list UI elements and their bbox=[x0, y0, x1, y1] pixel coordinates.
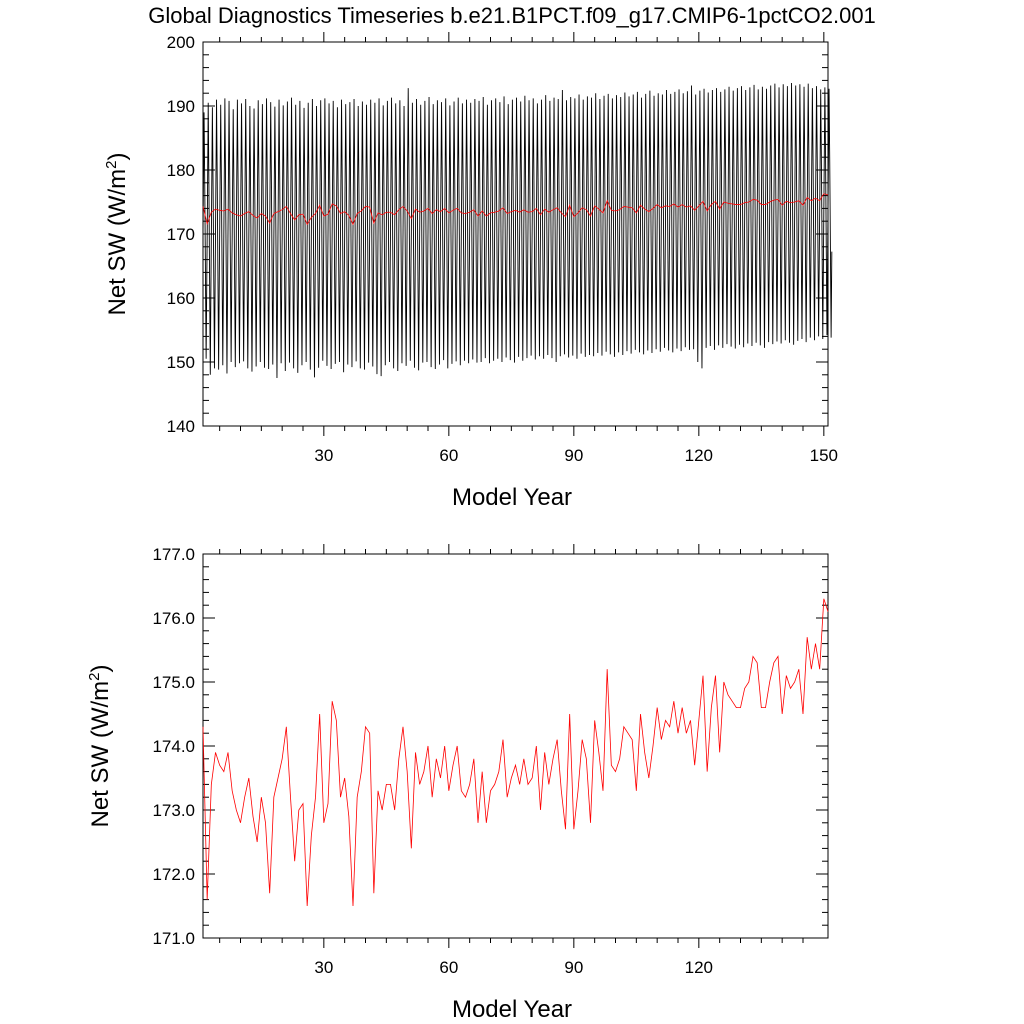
figure-title: Global Diagnostics Timeseries b.e21.B1PC… bbox=[148, 3, 876, 28]
bottom-y-axis-label-sup: 2 bbox=[86, 673, 103, 681]
x-tick-label: 60 bbox=[439, 446, 458, 465]
y-tick-label: 170 bbox=[167, 225, 195, 244]
series-line-monthly bbox=[202, 82, 833, 379]
y-tick-label: 150 bbox=[167, 353, 195, 372]
top-x-tick-labels: 30 60 90 120 150 bbox=[314, 446, 838, 465]
bottom-x-tick-labels: 30 60 90 120 bbox=[314, 958, 713, 977]
x-tick-label: 60 bbox=[439, 958, 458, 977]
y-tick-label: 190 bbox=[167, 97, 195, 116]
bottom-y-tick-labels: 171.0 172.0 173.0 174.0 175.0 176.0 177.0 bbox=[152, 545, 195, 948]
y-tick-label: 171.0 bbox=[152, 929, 195, 948]
bottom-minor-ticks bbox=[203, 549, 828, 943]
y-tick-label: 177.0 bbox=[152, 545, 195, 564]
x-tick-label: 90 bbox=[564, 958, 583, 977]
bottom-y-axis-label-tail: ) bbox=[87, 665, 114, 673]
bottom-major-ticks bbox=[203, 544, 828, 948]
top-y-axis-label-tail: ) bbox=[104, 153, 131, 161]
series-line-annual-zoom bbox=[202, 598, 829, 907]
x-tick-label: 30 bbox=[314, 446, 333, 465]
bottom-y-axis-label-main: Net SW (W/m bbox=[87, 681, 114, 828]
top-y-axis-label-sup: 2 bbox=[103, 161, 120, 169]
y-tick-label: 175.0 bbox=[152, 673, 195, 692]
y-tick-label: 140 bbox=[167, 417, 195, 436]
x-tick-label: 150 bbox=[810, 446, 838, 465]
bottom-panel-annual-timeseries: 171.0 172.0 173.0 174.0 175.0 176.0 177.0 30 60… bbox=[86, 544, 829, 1023]
y-tick-label: 160 bbox=[167, 289, 195, 308]
top-y-axis-label: Net SW (W/m2) bbox=[103, 153, 131, 316]
top-y-tick-labels: 140 150 160 170 180 190 200 bbox=[167, 33, 195, 436]
y-tick-label: 180 bbox=[167, 161, 195, 180]
top-x-axis-label: Model Year bbox=[452, 484, 572, 511]
bottom-plot-frame bbox=[202, 553, 829, 939]
y-tick-label: 200 bbox=[167, 33, 195, 52]
x-tick-label: 90 bbox=[564, 446, 583, 465]
y-tick-label: 172.0 bbox=[152, 865, 195, 884]
x-tick-label: 30 bbox=[314, 958, 333, 977]
x-tick-label: 120 bbox=[685, 958, 713, 977]
bottom-x-axis-label: Model Year bbox=[452, 996, 572, 1023]
y-tick-label: 176.0 bbox=[152, 609, 195, 628]
y-tick-label: 174.0 bbox=[152, 737, 195, 756]
series-line-annual bbox=[202, 193, 829, 226]
top-y-axis-label-main: Net SW (W/m bbox=[104, 169, 131, 316]
y-tick-label: 173.0 bbox=[152, 801, 195, 820]
bottom-y-axis-label: Net SW (W/m2) bbox=[86, 665, 114, 828]
x-tick-label: 120 bbox=[685, 446, 713, 465]
top-panel-monthly-timeseries: 140 150 160 170 180 190 200 30 60 90 120 150 Model… bbox=[103, 32, 838, 511]
